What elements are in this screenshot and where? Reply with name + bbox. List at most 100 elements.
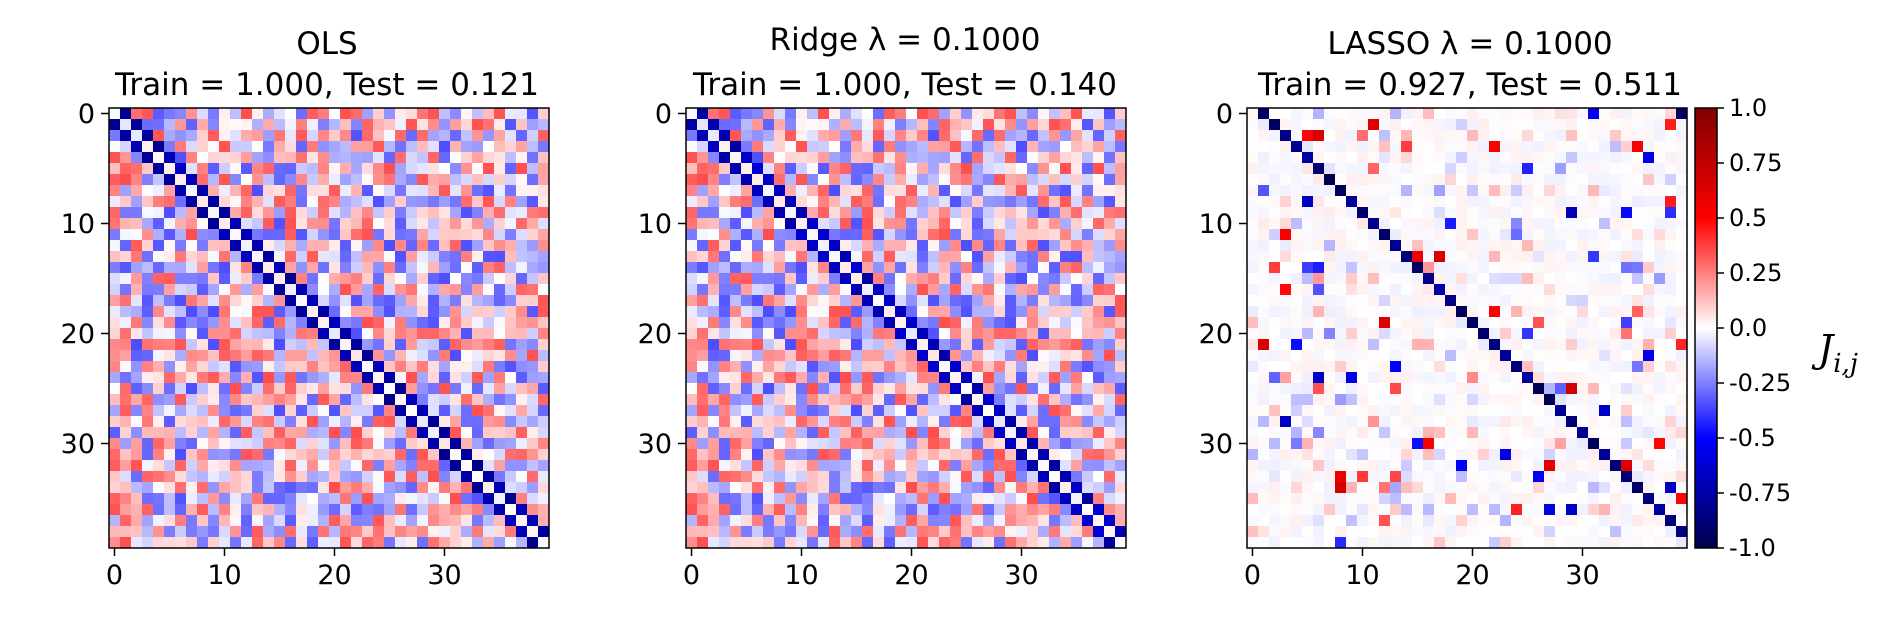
heatmap-cell (1379, 515, 1391, 527)
heatmap-cell (351, 174, 363, 186)
heatmap-cell (505, 405, 517, 417)
heatmap-cell (175, 130, 187, 142)
heatmap-cell (527, 515, 539, 527)
heatmap-cell (1357, 482, 1369, 494)
heatmap-cell (252, 130, 264, 142)
heatmap-cell (1005, 372, 1017, 384)
heatmap-cell (994, 405, 1006, 417)
heatmap-cell (1258, 471, 1270, 483)
heatmap-cell (895, 383, 907, 395)
heatmap-cell (1368, 515, 1380, 527)
heatmap-cell (417, 405, 429, 417)
heatmap-cell (1005, 108, 1017, 120)
heatmap-cell (950, 328, 962, 340)
heatmap-cell (928, 372, 940, 384)
heatmap-cell (697, 427, 709, 439)
heatmap-cell (708, 416, 720, 428)
heatmap-cell (340, 317, 352, 329)
heatmap-cell (1302, 416, 1314, 428)
heatmap-cell (285, 262, 297, 274)
heatmap-cell (763, 295, 775, 307)
heatmap-cell (1434, 229, 1446, 241)
heatmap-cell (219, 427, 231, 439)
heatmap-cell (307, 526, 319, 538)
heatmap-cell (472, 515, 484, 527)
heatmap-cell (274, 471, 286, 483)
heatmap-cell (917, 526, 929, 538)
heatmap-cell (516, 394, 528, 406)
heatmap-cell (406, 449, 418, 461)
heatmap-cell (1544, 350, 1556, 362)
heatmap-cell (274, 537, 286, 549)
heatmap-cell (1115, 196, 1127, 208)
heatmap-cell (439, 152, 451, 164)
heatmap-cell (208, 174, 220, 186)
heatmap-cell (763, 515, 775, 527)
heatmap-cell (972, 537, 984, 549)
heatmap-cell (752, 471, 764, 483)
heatmap-cell (516, 317, 528, 329)
heatmap-cell (697, 185, 709, 197)
heatmap-cell (928, 218, 940, 230)
heatmap-cell (939, 460, 951, 472)
heatmap-cell (829, 405, 841, 417)
heatmap-cell (752, 273, 764, 285)
heatmap-cell (983, 185, 995, 197)
heatmap-cell (895, 196, 907, 208)
heatmap-cell (417, 262, 429, 274)
heatmap-cell (1291, 328, 1303, 340)
heatmap-cell (285, 130, 297, 142)
heatmap-cell (274, 229, 286, 241)
heatmap-cell (373, 471, 385, 483)
heatmap-cell (1390, 339, 1402, 351)
heatmap-cell (1445, 471, 1457, 483)
heatmap-cell (1324, 218, 1336, 230)
heatmap-cell (186, 152, 198, 164)
heatmap-cell (1280, 306, 1292, 318)
heatmap-cell (1324, 295, 1336, 307)
heatmap-cell (395, 350, 407, 362)
heatmap-cell (1555, 306, 1567, 318)
heatmap-cell (351, 251, 363, 263)
y-axis-ridge: 0 10 20 30 (638, 99, 686, 460)
heatmap-cell (851, 449, 863, 461)
heatmap-cell (1115, 449, 1127, 461)
heatmap-cell (906, 240, 918, 252)
x-tick-label: 0 (683, 560, 700, 591)
heatmap-cell (164, 493, 176, 505)
heatmap-cell (796, 383, 808, 395)
heatmap-cell (1489, 141, 1501, 153)
heatmap-cell (1445, 328, 1457, 340)
heatmap-cell (1269, 526, 1281, 538)
heatmap-cell (538, 229, 550, 241)
heatmap-cell (917, 383, 929, 395)
heatmap-cell (186, 317, 198, 329)
heatmap-cell (1456, 119, 1468, 131)
heatmap-cell (406, 339, 418, 351)
heatmap-cell (505, 218, 517, 230)
heatmap-cell (252, 251, 264, 263)
heatmap-cell (395, 405, 407, 417)
heatmap-cell (994, 438, 1006, 450)
heatmap-cell (296, 196, 308, 208)
heatmap-cell (329, 152, 341, 164)
heatmap-cell (1291, 427, 1303, 439)
heatmap-cell (1621, 427, 1633, 439)
heatmap-cell (384, 383, 396, 395)
heatmap-cell (516, 262, 528, 274)
heatmap-cell (494, 174, 506, 186)
heatmap-cell (1643, 537, 1655, 549)
heatmap-cell (175, 449, 187, 461)
heatmap-cell (505, 328, 517, 340)
heatmap-cell (1049, 537, 1061, 549)
heatmap-cell (1456, 163, 1468, 175)
heatmap-cell (450, 163, 462, 175)
heatmap-cell (1643, 328, 1655, 340)
heatmap-cell (373, 339, 385, 351)
heatmap-cell (763, 196, 775, 208)
heatmap-cell (1005, 449, 1017, 461)
heatmap-cell (318, 471, 330, 483)
heatmap-cell (1082, 273, 1094, 285)
heatmap-cell (906, 119, 918, 131)
heatmap-cell (197, 108, 209, 120)
